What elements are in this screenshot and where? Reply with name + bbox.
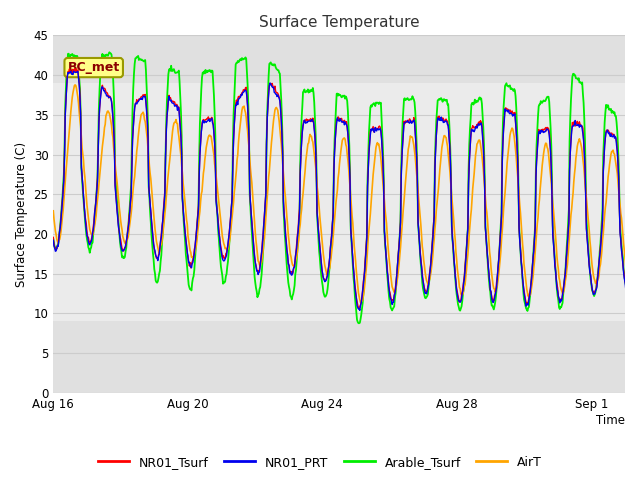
Bar — [53, 322, 625, 393]
AirT — [447, 184, 455, 190]
NR01_Tsurf — [71, 66, 79, 72]
AirT — [71, 82, 79, 88]
Arable_Tsurf — [447, 175, 455, 181]
NR01_PRT — [49, 238, 57, 243]
NR01_Tsurf — [355, 305, 362, 311]
NR01_Tsurf — [379, 159, 387, 165]
Arable_Tsurf — [200, 71, 207, 76]
Arable_Tsurf — [302, 89, 310, 95]
AirT — [302, 158, 310, 164]
NR01_PRT — [379, 162, 387, 168]
AirT — [344, 157, 352, 163]
Y-axis label: Surface Temperature (C): Surface Temperature (C) — [15, 142, 28, 287]
Arable_Tsurf — [344, 108, 352, 114]
Arable_Tsurf — [355, 320, 363, 326]
NR01_PRT — [356, 308, 364, 313]
NR01_Tsurf — [200, 117, 207, 122]
Line: Arable_Tsurf: Arable_Tsurf — [53, 52, 640, 323]
NR01_PRT — [382, 249, 390, 255]
AirT — [638, 192, 640, 198]
Arable_Tsurf — [106, 49, 113, 55]
NR01_PRT — [302, 120, 310, 126]
NR01_PRT — [70, 68, 77, 74]
Arable_Tsurf — [382, 249, 390, 254]
NR01_Tsurf — [447, 180, 455, 186]
NR01_PRT — [344, 131, 352, 137]
NR01_Tsurf — [638, 150, 640, 156]
AirT — [356, 300, 364, 305]
AirT — [379, 181, 387, 187]
Title: Surface Temperature: Surface Temperature — [259, 15, 419, 30]
NR01_Tsurf — [49, 234, 57, 240]
Arable_Tsurf — [379, 147, 387, 153]
NR01_Tsurf — [302, 117, 310, 122]
Text: BC_met: BC_met — [68, 61, 120, 74]
NR01_Tsurf — [382, 249, 390, 254]
NR01_PRT — [447, 181, 455, 187]
Line: AirT: AirT — [53, 85, 640, 302]
AirT — [200, 170, 207, 176]
NR01_PRT — [200, 118, 207, 123]
NR01_PRT — [638, 153, 640, 158]
Bar — [53, 36, 625, 83]
NR01_Tsurf — [344, 132, 352, 137]
Line: NR01_PRT: NR01_PRT — [53, 71, 640, 311]
Legend: NR01_Tsurf, NR01_PRT, Arable_Tsurf, AirT: NR01_Tsurf, NR01_PRT, Arable_Tsurf, AirT — [93, 451, 547, 474]
AirT — [382, 214, 390, 219]
AirT — [49, 208, 57, 214]
Line: NR01_Tsurf: NR01_Tsurf — [53, 69, 640, 308]
Arable_Tsurf — [49, 236, 57, 242]
X-axis label: Time: Time — [596, 414, 625, 427]
Arable_Tsurf — [638, 136, 640, 142]
